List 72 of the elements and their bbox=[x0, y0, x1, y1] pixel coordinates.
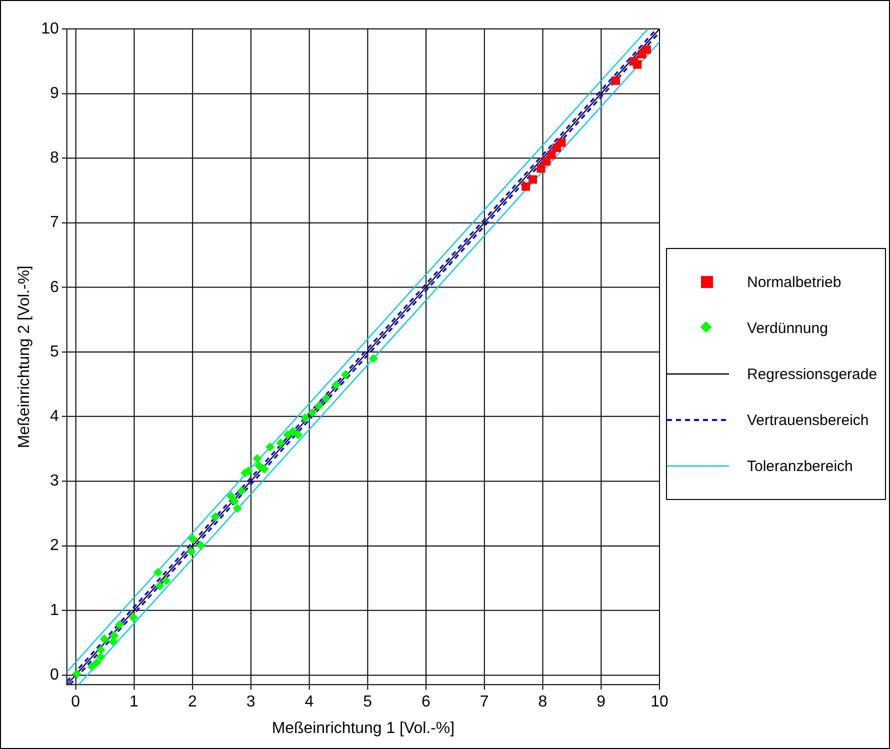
y-tick-label: 10 bbox=[41, 20, 59, 38]
point bbox=[528, 175, 538, 184]
y-tick-label: 4 bbox=[50, 408, 59, 426]
point bbox=[536, 164, 546, 173]
point bbox=[314, 401, 324, 410]
y-tick-label: 8 bbox=[50, 150, 59, 167]
point bbox=[226, 492, 236, 501]
legend-label: Vertrauensbereich bbox=[747, 412, 869, 428]
point bbox=[260, 464, 269, 474]
point bbox=[542, 157, 550, 166]
point bbox=[210, 512, 220, 522]
point bbox=[153, 568, 162, 577]
point bbox=[283, 430, 292, 440]
point bbox=[266, 442, 275, 452]
point bbox=[100, 634, 109, 644]
y-tick-label: 9 bbox=[50, 84, 59, 102]
x-axis-title: Meßeinrichtung 1 [Vol.-%] bbox=[272, 720, 455, 737]
point bbox=[188, 534, 197, 544]
point bbox=[92, 658, 102, 668]
point bbox=[254, 461, 264, 470]
legend-label: Toleranzbereich bbox=[747, 458, 853, 474]
y-tick-label: 0 bbox=[50, 666, 59, 684]
point bbox=[87, 662, 96, 672]
point bbox=[232, 504, 242, 513]
y-tick-label: 6 bbox=[50, 278, 59, 296]
x-tick-label: 9 bbox=[596, 694, 606, 711]
y-tick-label: 1 bbox=[50, 602, 59, 619]
x-tick-label: 0 bbox=[71, 694, 80, 711]
point bbox=[340, 370, 350, 380]
point bbox=[110, 631, 119, 640]
point bbox=[633, 60, 642, 69]
legend-label: Regressionsgerade bbox=[747, 366, 878, 382]
point bbox=[196, 540, 206, 550]
point bbox=[230, 496, 239, 506]
x-tick-label: 1 bbox=[130, 694, 139, 711]
point bbox=[557, 138, 566, 147]
point bbox=[252, 454, 262, 464]
point bbox=[332, 380, 341, 390]
x-tick-label: 10 bbox=[650, 694, 669, 711]
point bbox=[368, 354, 378, 363]
point bbox=[308, 408, 317, 418]
x-tick-label: 3 bbox=[246, 694, 256, 711]
point bbox=[276, 438, 286, 448]
point bbox=[611, 76, 620, 85]
point bbox=[186, 547, 196, 556]
point bbox=[288, 426, 298, 436]
point bbox=[72, 669, 82, 678]
point bbox=[322, 394, 331, 404]
y-tick-label: 7 bbox=[50, 214, 59, 232]
y-tick-label: 3 bbox=[50, 472, 59, 490]
point bbox=[294, 430, 303, 440]
x-tick-label: 7 bbox=[480, 694, 489, 711]
y-tick-label: 2 bbox=[50, 537, 59, 554]
point bbox=[236, 486, 246, 496]
point bbox=[522, 182, 530, 191]
point bbox=[300, 413, 310, 422]
x-tick-label: 4 bbox=[304, 694, 314, 711]
point bbox=[114, 620, 124, 630]
y-tick-label: 5 bbox=[50, 343, 59, 360]
legend-label: Verdünnung bbox=[747, 320, 828, 336]
point bbox=[162, 576, 171, 586]
x-tick-label: 8 bbox=[538, 694, 548, 711]
point bbox=[96, 652, 106, 662]
point bbox=[155, 581, 164, 590]
x-tick-label: 2 bbox=[188, 694, 197, 711]
point bbox=[642, 45, 651, 54]
y-axis-title: Meßeinrichtung 2 [Vol.-%] bbox=[16, 266, 33, 448]
point bbox=[128, 613, 138, 622]
x-tick-label: 5 bbox=[363, 694, 372, 711]
x-tick-label: 6 bbox=[422, 694, 431, 711]
point bbox=[96, 645, 106, 654]
legend-label: Normalbetrieb bbox=[747, 274, 842, 290]
